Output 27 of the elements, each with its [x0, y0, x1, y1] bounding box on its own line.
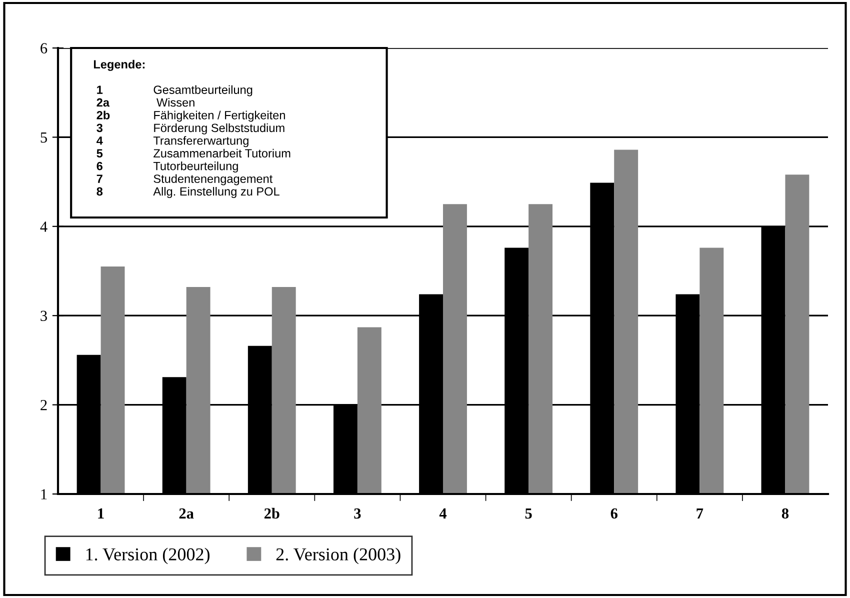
- y-tick-label: 5: [40, 132, 47, 143]
- text: 3 Förderung Selbststudium: [96, 123, 284, 134]
- y-tick-label: 2: [40, 400, 47, 410]
- legend-label: 2. Version (2003): [276, 548, 400, 564]
- x-tick-label: 5: [525, 508, 532, 519]
- text: 5 Zusammenarbeit Tutorium: [96, 148, 290, 158]
- text: 7 Studentenengagement: [96, 174, 273, 186]
- x-tick-label: 3: [354, 508, 361, 519]
- x-tick-label: 7: [696, 508, 704, 518]
- y-tick-label: 3: [40, 310, 47, 322]
- x-tick-label: 6: [610, 508, 618, 519]
- text: 8 Allg. Einstellung zu POL: [96, 186, 280, 198]
- x-tick-label: 1: [98, 508, 104, 518]
- text: 6 Tutorbeurteilung: [96, 162, 238, 173]
- x-tick-label: 2a: [179, 508, 194, 519]
- text: 4 Transfererwartung: [96, 136, 248, 148]
- text: 1 Gesamtbeurteilung: [97, 85, 252, 96]
- text: 2b Fähigkeiten / Fertigkeiten: [96, 110, 285, 122]
- x-tick-label: 2b: [264, 508, 280, 519]
- y-tick-label: 6: [40, 43, 48, 54]
- text: 2a Wissen: [96, 98, 194, 107]
- annotation: Legende:: [94, 60, 145, 71]
- x-tick-label: 8: [782, 508, 789, 519]
- x-tick-label: 4: [439, 508, 447, 518]
- y-tick-label: 4: [40, 222, 48, 232]
- legend-label: 1. Version (2002): [86, 548, 210, 564]
- y-tick-label: 1: [41, 489, 47, 500]
